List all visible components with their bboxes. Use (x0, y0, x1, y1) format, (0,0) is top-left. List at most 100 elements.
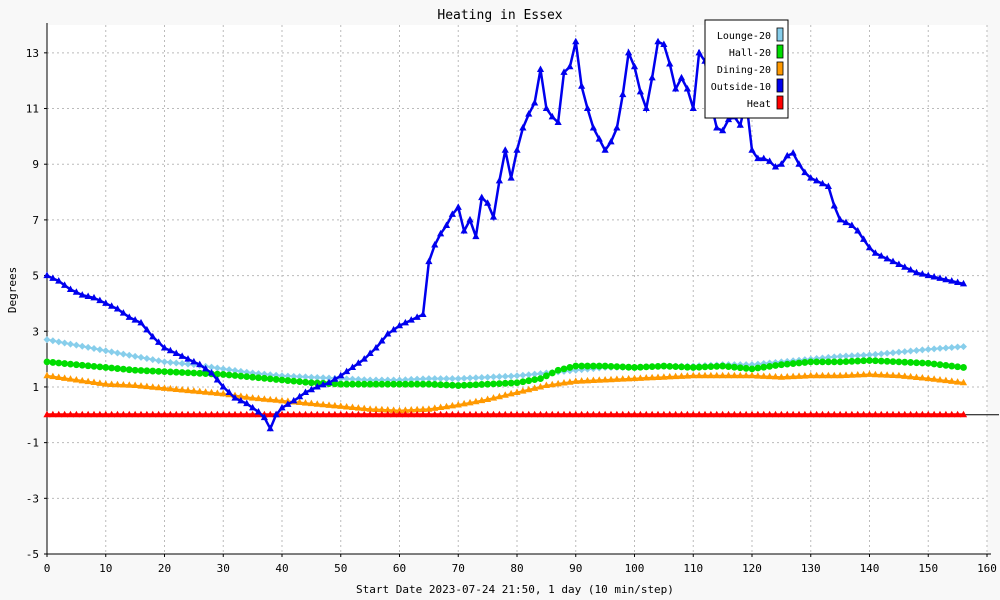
dining-20-point (78, 376, 86, 384)
dining-20-point (613, 375, 621, 382)
heat-point (531, 410, 539, 418)
dining-20-point (771, 372, 780, 380)
dining-20-point (55, 373, 63, 380)
dining-20-point (478, 396, 486, 404)
outside-10-point (507, 174, 515, 181)
dining-20-point (384, 406, 392, 413)
lounge-20-point (161, 358, 168, 366)
hall-20-point (431, 381, 439, 388)
dining-20-point (895, 371, 903, 379)
dining-20-point (254, 394, 263, 402)
heat-point (930, 410, 938, 418)
outside-10-point (525, 110, 533, 117)
hall-20-point (166, 368, 174, 376)
heat-point (442, 410, 451, 418)
hall-20-point (384, 380, 392, 388)
heat-point (677, 410, 686, 418)
outside-10-point (478, 193, 486, 201)
heat-point (166, 410, 174, 418)
hall-20-point (296, 378, 304, 386)
heat-point (865, 410, 874, 418)
dining-20-point (489, 394, 498, 401)
lounge-20-point (443, 375, 450, 383)
x-tick-label: 100 (625, 562, 645, 575)
outside-10-point (390, 325, 398, 333)
heat-point (513, 410, 521, 418)
outside-10-point (125, 313, 133, 320)
outside-10-point (55, 277, 63, 284)
hall-20-point (578, 362, 586, 370)
outside-10-point (442, 221, 451, 228)
outside-10-point (254, 408, 263, 415)
heat-point (437, 410, 445, 418)
outside-10-point (290, 396, 298, 404)
heat-point (278, 410, 286, 418)
outside-10-point (654, 37, 662, 45)
legend-label-heat: Heat (747, 99, 771, 110)
outside-10-point (566, 62, 574, 70)
hall-20-point (654, 362, 662, 370)
lounge-20-point (231, 367, 239, 375)
dining-20-point (96, 379, 104, 386)
lounge-20-point (901, 348, 909, 356)
outside-10-point (842, 218, 850, 226)
hall-20-point (648, 363, 656, 371)
dining-20-point (701, 371, 709, 379)
dining-20-point (883, 371, 891, 378)
x-tick-label: 20 (158, 562, 171, 575)
hall-20-point (678, 363, 685, 371)
dining-20-point (484, 395, 492, 402)
lounge-20-point (419, 375, 427, 383)
hall-20-point (913, 359, 920, 367)
outside-10-point (936, 274, 944, 281)
outside-10-point (425, 257, 433, 265)
outside-10-point (466, 215, 474, 223)
dining-20-point (595, 376, 603, 383)
outside-10-point (301, 388, 310, 396)
outside-10-point (542, 104, 550, 112)
heat-point (907, 410, 915, 418)
hall-20-point (484, 380, 492, 388)
dining-20-point (437, 403, 445, 411)
outside-10-point (536, 65, 545, 73)
heat-point (501, 410, 509, 418)
outside-10-point (648, 73, 656, 81)
hall-20-point (72, 361, 80, 369)
heat-point (848, 410, 856, 418)
heat-point (954, 410, 962, 418)
outside-10-point (278, 403, 286, 411)
x-tick-label: 160 (977, 562, 997, 575)
dining-20-point (307, 399, 315, 407)
dining-20-point (155, 383, 163, 391)
lounge-20-point (49, 337, 57, 345)
outside-10-point (930, 272, 938, 280)
dining-20-point (331, 401, 339, 409)
dining-20-point (942, 376, 950, 384)
outside-10-point (677, 73, 686, 81)
hall-20-point (666, 362, 674, 370)
hall-20-point (607, 362, 615, 370)
outside-10-point (589, 124, 597, 131)
hall-20-point (554, 366, 562, 374)
lounge-20-point (96, 346, 104, 354)
hall-20-point (936, 361, 944, 369)
lounge-20-point (437, 375, 445, 383)
heat-point (366, 410, 374, 418)
series-hall-20 (43, 357, 967, 389)
dining-20-point (160, 384, 169, 391)
lounge-20-point (349, 375, 356, 383)
hall-20-point (883, 357, 891, 365)
hall-20-point (736, 364, 744, 372)
outside-10-point (401, 318, 409, 326)
hall-20-point (719, 362, 727, 370)
hall-20-point (742, 364, 750, 372)
heat-point (748, 410, 756, 418)
outside-10-point (877, 252, 885, 259)
x-tick-label: 90 (569, 562, 582, 575)
dining-20-point (190, 387, 198, 394)
heat-point (707, 410, 715, 418)
heat-point (683, 410, 691, 418)
dining-20-point (536, 382, 545, 390)
heat-point (918, 410, 926, 418)
